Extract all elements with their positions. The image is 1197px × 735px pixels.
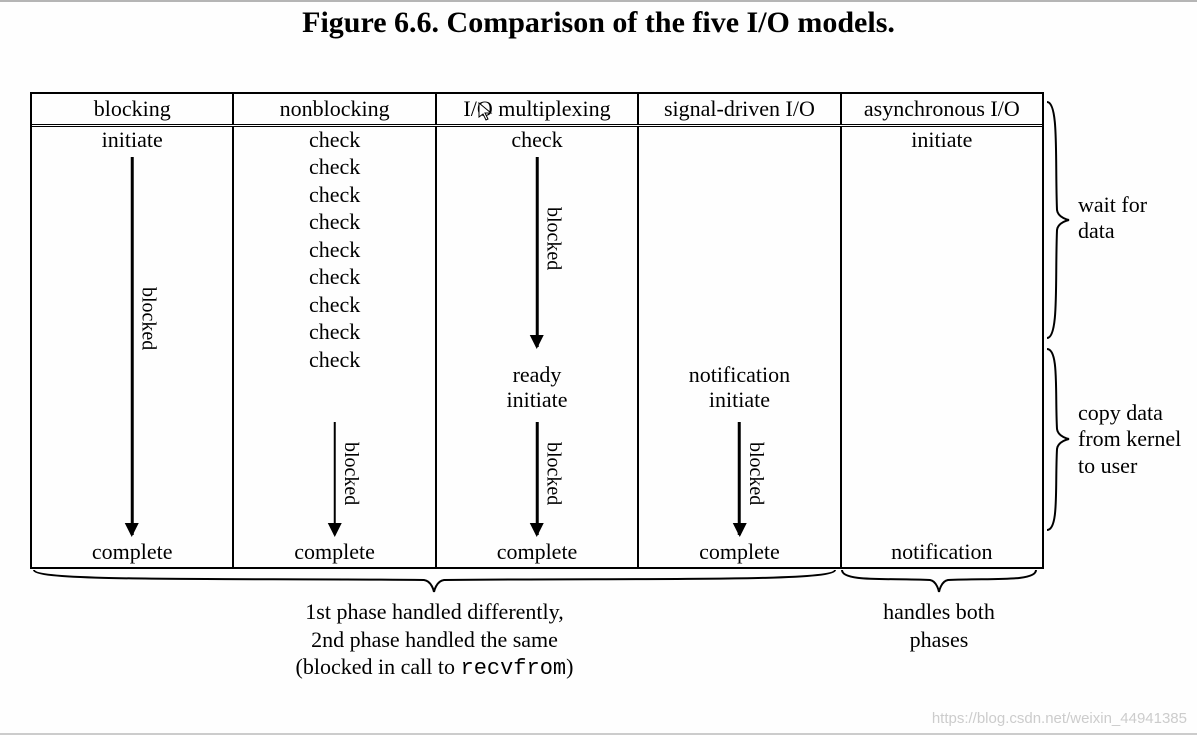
c3-bottom: complete [437,539,637,565]
table-body-row: initiate blocked complete check check ch… [32,127,1042,567]
col-header-nonblocking: nonblocking [234,94,436,124]
c5-top: initiate [842,127,1042,153]
figure-page: Figure 6.6. Comparison of the five I/O m… [0,0,1197,735]
brace-phase1 [1045,100,1071,340]
bottom-left-caption: 1st phase handled differently, 2nd phase… [32,598,837,683]
c3-arrow1 [536,157,539,347]
bottom-right-caption: handles both phases [840,598,1038,653]
table-header-row: blocking nonblocking I/O multiplexing si… [32,94,1042,127]
c3-arrow2-label: blocked [542,442,565,505]
c3-arrow2 [536,422,539,535]
c1-arrow-label: blocked [137,287,160,350]
col-header-blocking: blocking [32,94,234,124]
brace-bottom-left [32,568,837,594]
c4-arrow [738,422,741,535]
brace-phase2 [1045,347,1071,532]
col-header-async: asynchronous I/O [842,94,1042,124]
col-signal-driven: notification initiate blocked complete [639,127,841,567]
c3-arrow1-label: blocked [542,207,565,270]
col-multiplexing: check blocked ready initiate blocked com… [437,127,639,567]
c2-arrow-label: blocked [339,442,362,505]
c4-arrow-label: blocked [744,442,767,505]
figure-title: Figure 6.6. Comparison of the five I/O m… [0,2,1197,40]
col-async: initiate notification [842,127,1042,567]
c2-bottom: complete [234,539,434,565]
bl-l1: 1st phase handled differently, [305,599,563,624]
label-phase2: copy data from kernel to user [1078,400,1181,479]
c4-bottom: complete [639,539,839,565]
c2-arrow [333,422,336,535]
c3-top: check [437,127,637,153]
col-header-signal-driven: signal-driven I/O [639,94,841,124]
label-phase1: wait for data [1078,192,1147,245]
col-nonblocking: check check check check check check chec… [234,127,436,567]
bl-l3a: (blocked in call to [296,654,461,679]
col-blocking: initiate blocked complete [32,127,234,567]
c1-arrow [131,157,134,535]
bl-l3b: recvfrom [461,656,567,681]
c4-mid: notification initiate [639,362,839,413]
col-header-multiplexing: I/O multiplexing [437,94,639,124]
brace-bottom-right [840,568,1038,594]
c3-mid: ready initiate [437,362,637,413]
bl-l2: 2nd phase handled the same [311,627,558,652]
watermark-text: https://blog.csdn.net/weixin_44941385 [932,710,1187,727]
comparison-table: blocking nonblocking I/O multiplexing si… [30,92,1044,569]
c2-top: check [234,127,434,153]
c1-bottom: complete [32,539,232,565]
c1-top: initiate [32,127,232,153]
bl-l3c: ) [566,654,573,679]
c5-bottom: notification [842,539,1042,565]
c2-checks: check check check check check check chec… [234,153,434,373]
